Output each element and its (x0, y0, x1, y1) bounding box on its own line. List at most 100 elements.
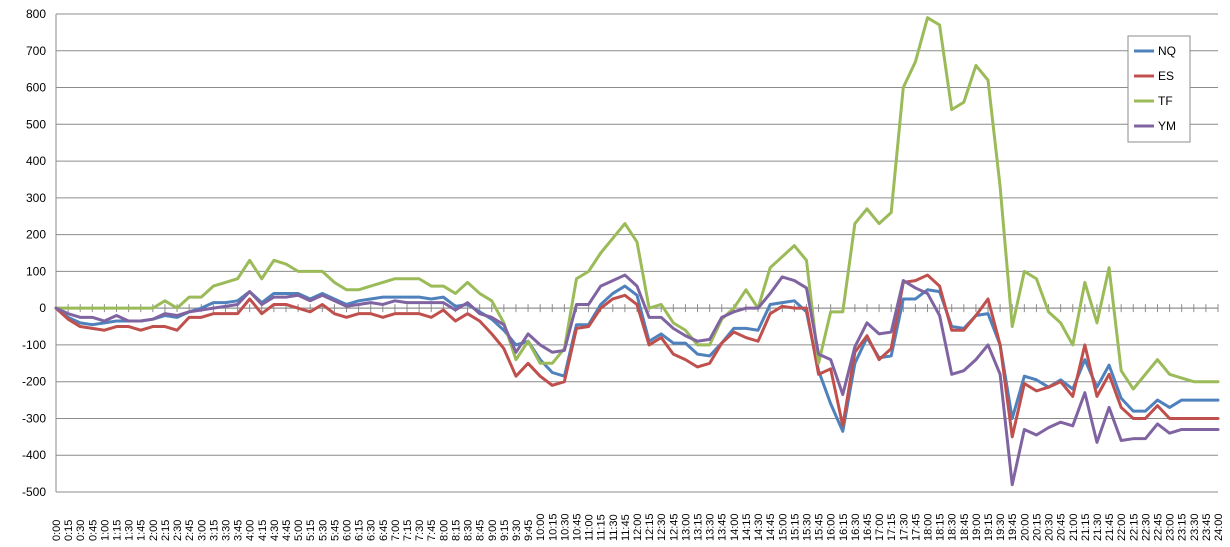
x-tick-label: 14:15 (741, 513, 753, 541)
y-tick-label: 300 (26, 191, 46, 205)
x-tick-label: 6:00 (342, 520, 354, 541)
x-tick-label: 9:45 (523, 520, 535, 541)
x-tick-label: 22:45 (1152, 513, 1164, 541)
x-tick-label: 13:15 (693, 513, 705, 541)
x-tick-label: 8:15 (450, 520, 462, 541)
y-tick-label: 800 (26, 7, 46, 21)
x-tick-label: 20:30 (1044, 513, 1056, 541)
x-tick-label: 18:15 (935, 513, 947, 541)
legend-box (1127, 35, 1191, 143)
x-tick-label: 1:00 (99, 520, 111, 541)
x-tick-label: 10:15 (547, 513, 559, 541)
x-tick-label: 8:45 (475, 520, 487, 541)
x-tick-label: 5:15 (305, 520, 317, 541)
x-tick-label: 19:15 (983, 513, 995, 541)
y-tick-label: 600 (26, 81, 46, 95)
y-tick-label: 100 (26, 264, 46, 278)
y-tick-label: -500 (22, 485, 46, 499)
x-tick-label: 21:30 (1092, 513, 1104, 541)
x-tick-label: 21:45 (1104, 513, 1116, 541)
x-tick-label: 5:00 (293, 520, 305, 541)
x-tick-label: 18:00 (923, 513, 935, 541)
x-tick-label: 16:00 (826, 513, 838, 541)
y-tick-label: -200 (22, 375, 46, 389)
y-tick-label: -400 (22, 448, 46, 462)
series-line-tf (54, 16, 1220, 391)
x-tick-label: 12:15 (644, 513, 656, 541)
series-line-ym (54, 273, 1220, 487)
x-tick-label: 23:30 (1189, 513, 1201, 541)
y-axis-ticks: -500 -400 -300 -200 -100 0 100 200 300 400 500 600 7… (22, 7, 46, 499)
x-tick-label: 16:45 (862, 513, 874, 541)
legend: NQ ES TF YM (1127, 35, 1191, 143)
x-tick-label: 23:45 (1201, 513, 1213, 541)
x-tick-label: 4:15 (257, 520, 269, 541)
x-tick-label: 5:30 (317, 520, 329, 541)
x-tick-label: 16:15 (838, 513, 850, 541)
x-tick-label: 6:45 (378, 520, 390, 541)
x-tick-label: 20:00 (1019, 513, 1031, 541)
x-tick-label: 6:30 (366, 520, 378, 541)
x-tick-label: 12:30 (656, 513, 668, 541)
x-tick-label: 11:00 (584, 514, 596, 541)
y-tick-label: 400 (26, 154, 46, 168)
x-tick-label: 6:15 (354, 520, 366, 541)
y-tick-label: -300 (22, 411, 46, 425)
legend-label-tf: TF (1158, 94, 1173, 108)
x-tick-label: 2:45 (184, 520, 196, 541)
x-tick-label: 23:15 (1177, 513, 1189, 541)
x-tick-label: 2:30 (172, 520, 184, 541)
x-tick-label: 21:15 (1080, 513, 1092, 541)
x-tick-label: 9:30 (511, 520, 523, 541)
x-tick-label: 20:15 (1031, 513, 1043, 541)
x-tick-label: 5:45 (329, 520, 341, 541)
x-tick-label: 7:45 (426, 520, 438, 541)
x-tick-label: 23:00 (1165, 513, 1177, 541)
x-tick-label: 7:15 (402, 520, 414, 541)
y-tick-label: 500 (26, 117, 46, 131)
x-tick-label: 10:00 (535, 513, 547, 541)
x-tick-label: 1:30 (124, 520, 136, 541)
y-tick-label: 0 (39, 301, 46, 315)
x-tick-label: 4:00 (245, 520, 257, 541)
x-tick-label: 0:15 (63, 520, 75, 541)
x-tick-label: 17:15 (886, 513, 898, 541)
x-tick-label: 15:15 (789, 513, 801, 541)
x-tick-label: 0:00 (51, 520, 63, 541)
legend-label-ym: YM (1158, 119, 1176, 133)
x-tick-label: 19:00 (971, 513, 983, 541)
x-tick-label: 20:45 (1056, 513, 1068, 541)
x-tick-label: 1:15 (112, 520, 124, 541)
x-tick-label: 9:00 (487, 520, 499, 541)
x-tick-label: 8:00 (438, 520, 450, 541)
x-tick-label: 0:30 (75, 520, 87, 541)
x-tick-label: 13:45 (717, 513, 729, 541)
x-tick-label: 3:15 (208, 520, 220, 541)
plot-area (56, 14, 1218, 492)
x-tick-label: 17:00 (874, 513, 886, 541)
x-tick-label: 12:00 (632, 513, 644, 541)
x-tick-label: 3:00 (196, 520, 208, 541)
x-tick-label: 9:15 (499, 520, 511, 541)
legend-label-es: ES (1158, 69, 1174, 83)
x-tick-label: 7:00 (390, 520, 402, 541)
x-tick-label: 17:30 (898, 513, 910, 541)
x-tick-label: 4:30 (269, 520, 281, 541)
x-tick-label: 11:15 (596, 514, 608, 541)
x-tick-label: 13:30 (705, 513, 717, 541)
x-axis-ticks: 0:00 0:15 0:30 0:45 1:00 1:15 1:30 1:45 2:00 2:15… (51, 513, 1225, 541)
x-tick-label: 16:30 (850, 513, 862, 541)
x-tick-label: 18:30 (947, 513, 959, 541)
x-tick-label: 8:30 (463, 520, 475, 541)
x-tick-label: 15:00 (777, 513, 789, 541)
y-tick-label: 200 (26, 228, 46, 242)
series-lines (54, 16, 1220, 487)
x-tick-label: 3:45 (233, 520, 245, 541)
x-tick-label: 14:00 (729, 513, 741, 541)
x-tick-label: 12:45 (668, 513, 680, 541)
x-tick-label: 2:15 (160, 520, 172, 541)
x-tick-label: 13:00 (680, 513, 692, 541)
x-tick-label: 11:45 (620, 514, 632, 541)
